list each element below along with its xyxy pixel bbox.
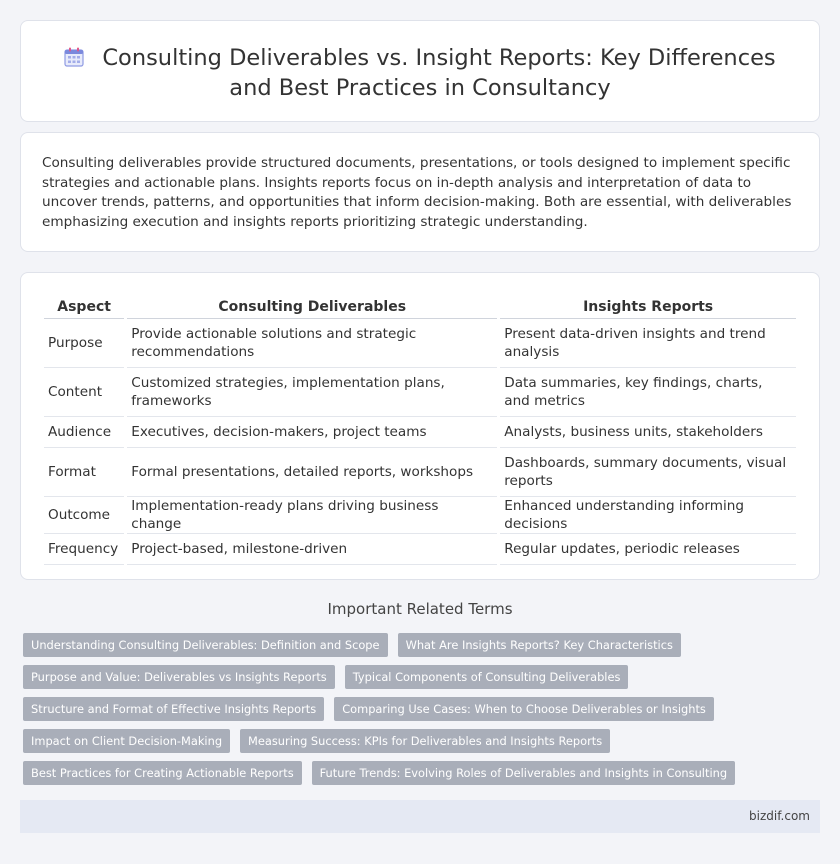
column-header-insights-reports: Insights Reports bbox=[500, 295, 796, 319]
aspect-cell: Purpose bbox=[44, 319, 125, 368]
calendar-icon bbox=[64, 47, 84, 67]
related-term-tag[interactable]: Impact on Client Decision-Making bbox=[23, 729, 231, 753]
aspect-cell: Frequency bbox=[44, 534, 125, 565]
deliverables-cell: Provide actionable solutions and strateg… bbox=[127, 319, 498, 368]
related-terms-heading: Important Related Terms bbox=[327, 600, 513, 618]
deliverables-cell: Executives, decision-makers, project tea… bbox=[127, 417, 498, 448]
column-header-aspect: Aspect bbox=[44, 295, 125, 319]
table-header-row: Aspect Consulting Deliverables Insights … bbox=[44, 295, 796, 319]
comparison-card: Aspect Consulting Deliverables Insights … bbox=[20, 272, 820, 580]
aspect-cell: Format bbox=[44, 448, 125, 497]
related-term-tag[interactable]: Typical Components of Consulting Deliver… bbox=[344, 665, 629, 689]
table-row: Frequency Project-based, milestone-drive… bbox=[44, 534, 796, 565]
deliverables-cell: Implementation-ready plans driving busin… bbox=[127, 497, 498, 534]
related-terms-list: Understanding Consulting Deliverables: D… bbox=[23, 633, 823, 793]
insights-cell: Analysts, business units, stakeholders bbox=[500, 417, 796, 448]
related-term-tag[interactable]: What Are Insights Reports? Key Character… bbox=[397, 633, 681, 657]
page-title: Consulting Deliverables vs. Insight Repo… bbox=[102, 45, 776, 101]
footer-site-link[interactable]: bizdif.com bbox=[749, 809, 810, 823]
intro-paragraph: Consulting deliverables provide structur… bbox=[42, 155, 792, 230]
related-term-tag[interactable]: Future Trends: Evolving Roles of Deliver… bbox=[311, 761, 736, 785]
deliverables-cell: Project-based, milestone-driven bbox=[127, 534, 498, 565]
related-term-tag[interactable]: Best Practices for Creating Actionable R… bbox=[23, 761, 302, 785]
deliverables-cell: Formal presentations, detailed reports, … bbox=[127, 448, 498, 497]
footer-bar: bizdif.com bbox=[20, 800, 820, 833]
related-term-tag[interactable]: Understanding Consulting Deliverables: D… bbox=[23, 633, 388, 657]
insights-cell: Enhanced understanding informing decisio… bbox=[500, 497, 796, 534]
aspect-cell: Content bbox=[44, 368, 125, 417]
intro-card: Consulting deliverables provide structur… bbox=[20, 132, 820, 252]
aspect-cell: Outcome bbox=[44, 497, 125, 534]
insights-cell: Present data-driven insights and trend a… bbox=[500, 319, 796, 368]
insights-cell: Regular updates, periodic releases bbox=[500, 534, 796, 565]
related-term-tag[interactable]: Purpose and Value: Deliverables vs Insig… bbox=[23, 665, 335, 689]
table-row: Format Formal presentations, detailed re… bbox=[44, 448, 796, 497]
insights-cell: Dashboards, summary documents, visual re… bbox=[500, 448, 796, 497]
insights-cell: Data summaries, key findings, charts, an… bbox=[500, 368, 796, 417]
table-row: Audience Executives, decision-makers, pr… bbox=[44, 417, 796, 448]
table-row: Outcome Implementation-ready plans drivi… bbox=[44, 497, 796, 534]
table-row: Purpose Provide actionable solutions and… bbox=[44, 319, 796, 368]
column-header-consulting-deliverables: Consulting Deliverables bbox=[127, 295, 498, 319]
title-card: Consulting Deliverables vs. Insight Repo… bbox=[20, 20, 820, 122]
related-term-tag[interactable]: Measuring Success: KPIs for Deliverables… bbox=[240, 729, 611, 753]
deliverables-cell: Customized strategies, implementation pl… bbox=[127, 368, 498, 417]
comparison-table: Aspect Consulting Deliverables Insights … bbox=[41, 295, 799, 565]
related-term-tag[interactable]: Comparing Use Cases: When to Choose Deli… bbox=[334, 697, 714, 721]
related-term-tag[interactable]: Structure and Format of Effective Insigh… bbox=[23, 697, 325, 721]
page-title-container: Consulting Deliverables vs. Insight Repo… bbox=[51, 43, 789, 103]
table-row: Content Customized strategies, implement… bbox=[44, 368, 796, 417]
aspect-cell: Audience bbox=[44, 417, 125, 448]
